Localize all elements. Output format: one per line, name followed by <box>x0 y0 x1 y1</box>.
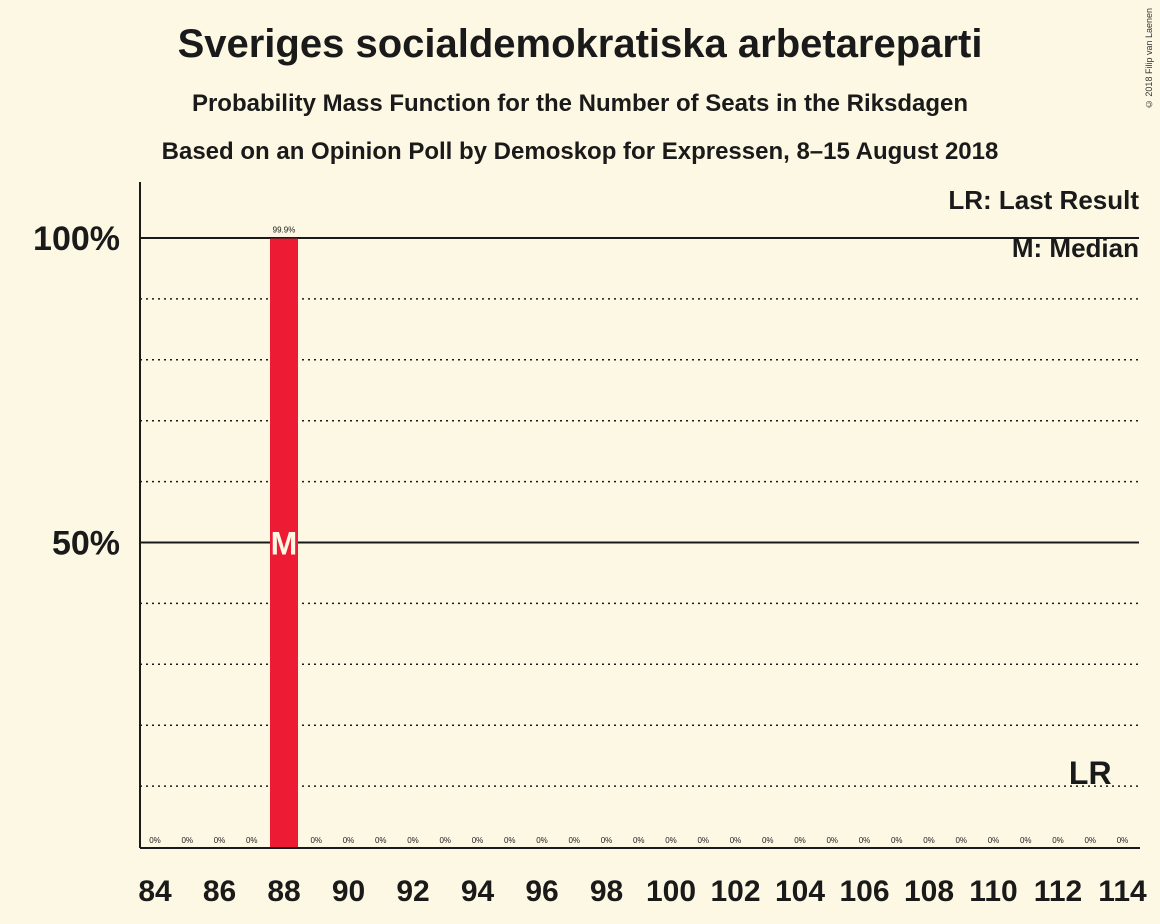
data-label: 0% <box>633 836 645 845</box>
legend-last-result: LR: Last Result <box>948 185 1139 215</box>
data-label: 0% <box>310 836 322 845</box>
y-tick-label: 100% <box>33 220 120 258</box>
x-tick-label: 114 <box>1098 875 1147 908</box>
bars <box>270 238 298 847</box>
data-label: 0% <box>826 836 838 845</box>
chart-subtitle: Probability Mass Function for the Number… <box>191 90 969 117</box>
data-label: 0% <box>762 836 774 845</box>
x-tick-label: 104 <box>775 875 825 908</box>
data-label: 0% <box>407 836 419 845</box>
axes: 100% 50% 84 86 88 90 92 94 96 98 100 102 104 106 108 11… <box>33 182 1147 908</box>
x-tick-label: 112 <box>1034 875 1082 908</box>
data-label: 0% <box>1020 836 1032 845</box>
y-tick-label: 50% <box>52 525 120 563</box>
legend-median: M: Median <box>1012 233 1139 263</box>
gridlines <box>140 237 1139 787</box>
x-tick-label: 86 <box>203 875 236 908</box>
data-label: 0% <box>504 836 516 845</box>
data-label: 0% <box>343 836 355 845</box>
data-label: 99.9% <box>273 226 296 235</box>
chart-title: Sveriges socialdemokratiska arbetarepart… <box>177 22 983 66</box>
data-label: 0% <box>859 836 871 845</box>
data-label: 0% <box>988 836 1000 845</box>
x-tick-label: 92 <box>396 875 429 908</box>
x-tick-label: 102 <box>710 875 760 908</box>
x-tick-label: 90 <box>332 875 365 908</box>
data-label: 0% <box>472 836 484 845</box>
data-label: 0% <box>149 836 161 845</box>
bar-seat-88 <box>270 238 298 847</box>
data-label: 0% <box>891 836 903 845</box>
data-label: 0% <box>730 836 742 845</box>
x-tick-label: 94 <box>461 875 495 908</box>
x-tick-label: 88 <box>267 875 300 908</box>
x-tick-label: 100 <box>646 875 696 908</box>
data-label: 0% <box>665 836 677 845</box>
data-label: 0% <box>536 836 548 845</box>
data-label: 0% <box>439 836 451 845</box>
data-label: 0% <box>955 836 967 845</box>
last-result-marker: LR <box>1069 755 1112 791</box>
data-label: 0% <box>1052 836 1064 845</box>
x-tick-label: 98 <box>590 875 623 908</box>
data-label: 0% <box>246 836 258 845</box>
data-label: 0% <box>794 836 806 845</box>
x-tick-label: 96 <box>525 875 558 908</box>
data-label: 0% <box>1084 836 1096 845</box>
data-label: 0% <box>568 836 580 845</box>
data-label: 0% <box>1117 836 1129 845</box>
data-label: 0% <box>214 836 226 845</box>
data-label: 0% <box>697 836 709 845</box>
median-marker: M <box>271 526 298 562</box>
x-tick-label: 108 <box>904 875 954 908</box>
chart-source: Based on an Opinion Poll by Demoskop for… <box>161 138 999 165</box>
x-tick-label: 84 <box>138 875 172 908</box>
data-label: 0% <box>601 836 613 845</box>
data-label: 0% <box>923 836 935 845</box>
data-label: 0% <box>375 836 387 845</box>
x-tick-label: 110 <box>969 875 1017 908</box>
x-tick-label: 106 <box>839 875 889 908</box>
data-labels: 0% 0% 0% 0% 99.9% 0% 0% 0% 0% 0% 0% 0% 0% 0% 0% 0% 0% 0% 0… <box>149 226 1128 845</box>
data-label: 0% <box>181 836 193 845</box>
